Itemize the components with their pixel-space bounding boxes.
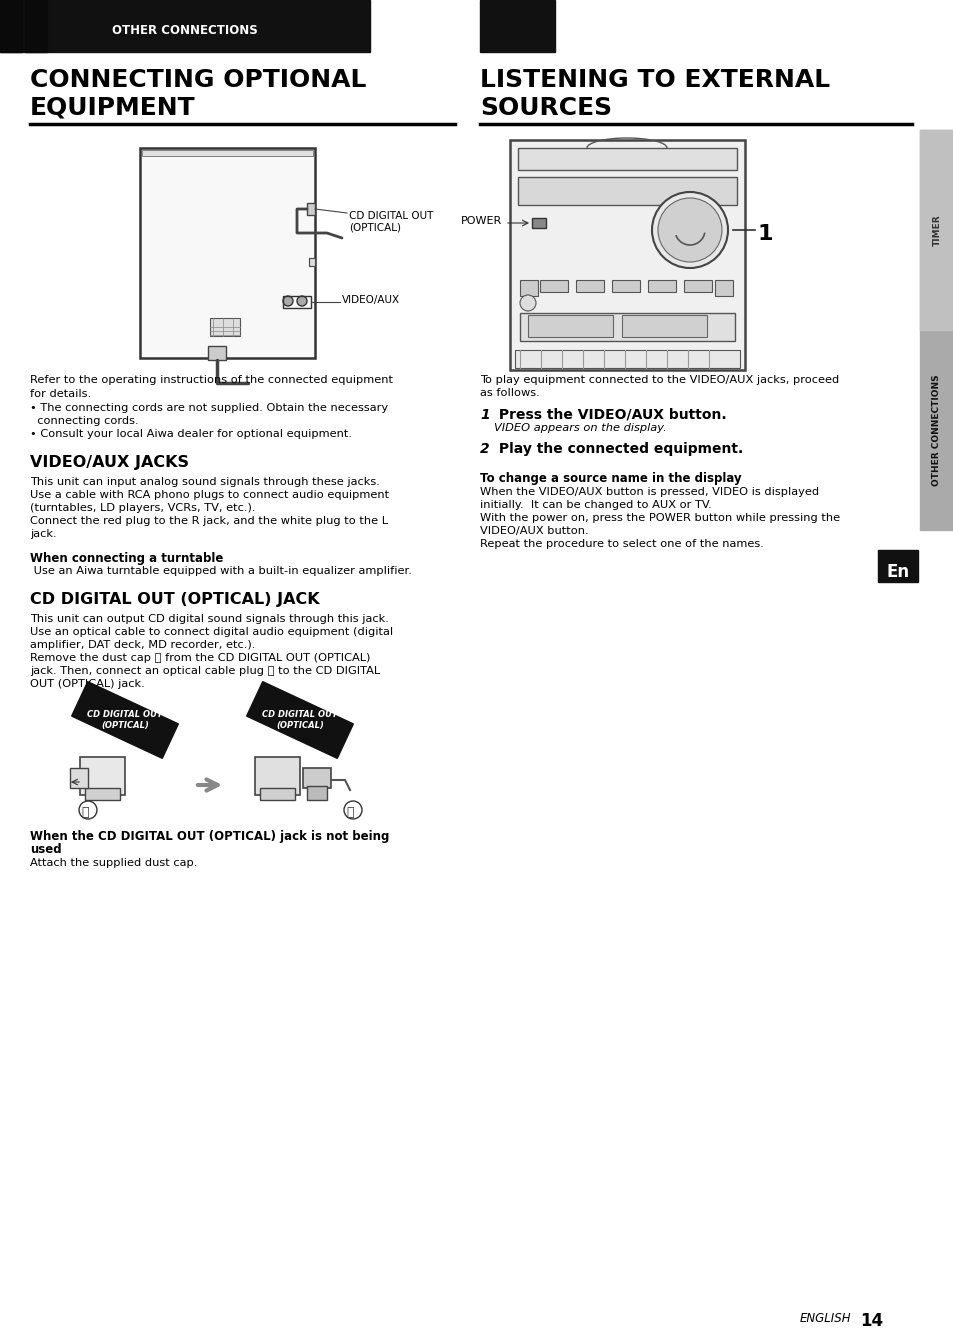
Circle shape — [283, 296, 293, 306]
Text: 1: 1 — [479, 408, 489, 422]
Text: SOURCES: SOURCES — [479, 96, 612, 120]
Bar — [140, 148, 314, 358]
Bar — [260, 789, 294, 801]
Text: CD DIGITAL OUT
(OPTICAL): CD DIGITAL OUT (OPTICAL) — [349, 210, 433, 233]
Bar — [303, 769, 331, 789]
Bar — [517, 148, 737, 170]
Bar — [515, 350, 740, 368]
Text: En: En — [885, 563, 908, 581]
Bar — [283, 296, 311, 308]
Bar — [142, 151, 313, 156]
Text: 1: 1 — [758, 224, 773, 244]
Bar — [519, 280, 537, 296]
Text: Repeat the procedure to select one of the names.: Repeat the procedure to select one of th… — [479, 539, 763, 549]
Text: Attach the supplied dust cap.: Attach the supplied dust cap. — [30, 858, 197, 868]
Text: amplifier, DAT deck, MD recorder, etc.).: amplifier, DAT deck, MD recorder, etc.). — [30, 639, 255, 650]
Bar — [0, 0, 22, 52]
Bar — [517, 177, 737, 205]
Circle shape — [519, 294, 536, 310]
Bar — [70, 769, 88, 789]
Text: used: used — [30, 843, 62, 856]
Text: connecting cords.: connecting cords. — [30, 416, 138, 426]
Bar — [919, 131, 953, 330]
Text: Use a cable with RCA phono plugs to connect audio equipment: Use a cable with RCA phono plugs to conn… — [30, 490, 389, 500]
Text: CD DIGITAL OUT (OPTICAL) JACK: CD DIGITAL OUT (OPTICAL) JACK — [30, 591, 319, 607]
Text: Connect the red plug to the R jack, and the white plug to the L: Connect the red plug to the R jack, and … — [30, 515, 388, 526]
Text: EQUIPMENT: EQUIPMENT — [30, 96, 195, 120]
Bar — [71, 682, 178, 758]
Bar — [683, 280, 711, 292]
Text: TIMER: TIMER — [931, 214, 941, 246]
Bar — [612, 280, 639, 292]
Text: When connecting a turntable: When connecting a turntable — [30, 551, 223, 565]
Bar — [714, 280, 732, 296]
Bar — [919, 131, 953, 530]
Text: 14: 14 — [859, 1312, 882, 1329]
Text: • Consult your local Aiwa dealer for optional equipment.: • Consult your local Aiwa dealer for opt… — [30, 429, 352, 440]
Bar — [510, 140, 744, 370]
Bar — [527, 314, 613, 337]
Bar — [519, 313, 734, 341]
Circle shape — [79, 801, 97, 819]
Text: jack. Then, connect an optical cable plug ⓑ to the CD DIGITAL: jack. Then, connect an optical cable plu… — [30, 666, 379, 677]
Text: ⓑ: ⓑ — [346, 806, 354, 818]
Text: jack.: jack. — [30, 529, 56, 539]
Text: 2: 2 — [479, 442, 489, 456]
Text: POWER: POWER — [460, 216, 501, 226]
Bar — [647, 280, 676, 292]
Text: To play equipment connected to the VIDEO/AUX jacks, proceed: To play equipment connected to the VIDEO… — [479, 376, 839, 385]
Text: CD DIGITAL OUT
(OPTICAL): CD DIGITAL OUT (OPTICAL) — [87, 710, 163, 730]
Bar — [85, 789, 120, 801]
Bar — [0, 0, 370, 52]
Bar — [539, 280, 567, 292]
Text: OTHER CONNECTIONS: OTHER CONNECTIONS — [931, 374, 941, 486]
Bar — [307, 786, 327, 801]
Circle shape — [651, 192, 727, 268]
Bar — [307, 202, 314, 214]
Text: VIDEO/AUX JACKS: VIDEO/AUX JACKS — [30, 456, 189, 470]
Text: With the power on, press the POWER button while pressing the: With the power on, press the POWER butto… — [479, 513, 840, 523]
Text: OTHER CONNECTIONS: OTHER CONNECTIONS — [112, 24, 257, 36]
Text: This unit can output CD digital sound signals through this jack.: This unit can output CD digital sound si… — [30, 614, 389, 623]
Text: LISTENING TO EXTERNAL: LISTENING TO EXTERNAL — [479, 68, 829, 92]
Text: Press the VIDEO/AUX button.: Press the VIDEO/AUX button. — [494, 408, 726, 422]
Text: ⓐ: ⓐ — [81, 806, 89, 818]
Bar — [25, 0, 47, 52]
Text: OUT (OPTICAL) jack.: OUT (OPTICAL) jack. — [30, 679, 145, 689]
Bar — [210, 318, 240, 336]
Text: This unit can input analog sound signals through these jacks.: This unit can input analog sound signals… — [30, 477, 379, 488]
Text: CONNECTING OPTIONAL: CONNECTING OPTIONAL — [30, 68, 366, 92]
Text: VIDEO appears on the display.: VIDEO appears on the display. — [494, 424, 666, 433]
Text: ENGLISH: ENGLISH — [800, 1312, 851, 1325]
Text: When the VIDEO/AUX button is pressed, VIDEO is displayed: When the VIDEO/AUX button is pressed, VI… — [479, 488, 819, 497]
Text: initially.  It can be changed to AUX or TV.: initially. It can be changed to AUX or T… — [479, 500, 711, 510]
Text: (turntables, LD players, VCRs, TV, etc.).: (turntables, LD players, VCRs, TV, etc.)… — [30, 503, 255, 513]
Text: Use an optical cable to connect digital audio equipment (digital: Use an optical cable to connect digital … — [30, 627, 393, 637]
Text: When the CD DIGITAL OUT (OPTICAL) jack is not being: When the CD DIGITAL OUT (OPTICAL) jack i… — [30, 830, 389, 843]
Bar — [576, 280, 603, 292]
Bar — [532, 218, 545, 228]
Circle shape — [658, 198, 721, 262]
Bar — [80, 757, 125, 795]
Bar — [208, 346, 226, 360]
Text: VIDEO/AUX: VIDEO/AUX — [341, 294, 399, 305]
Text: VIDEO/AUX button.: VIDEO/AUX button. — [479, 526, 588, 535]
Bar — [479, 0, 555, 52]
Text: CD DIGITAL OUT
(OPTICAL): CD DIGITAL OUT (OPTICAL) — [262, 710, 337, 730]
Bar — [877, 550, 917, 582]
Bar — [621, 314, 706, 337]
Text: • The connecting cords are not supplied. Obtain the necessary: • The connecting cords are not supplied.… — [30, 404, 388, 413]
Bar — [254, 757, 299, 795]
Text: Refer to the operating instructions of the connected equipment: Refer to the operating instructions of t… — [30, 376, 393, 385]
Bar — [247, 682, 353, 758]
Text: as follows.: as follows. — [479, 388, 539, 398]
Text: Remove the dust cap ⓐ from the CD DIGITAL OUT (OPTICAL): Remove the dust cap ⓐ from the CD DIGITA… — [30, 653, 370, 663]
Circle shape — [344, 801, 361, 819]
Text: Play the connected equipment.: Play the connected equipment. — [494, 442, 742, 456]
Circle shape — [296, 296, 307, 306]
Bar — [309, 258, 314, 266]
Text: Use an Aiwa turntable equipped with a built-in equalizer amplifier.: Use an Aiwa turntable equipped with a bu… — [30, 566, 412, 575]
Text: To change a source name in the display: To change a source name in the display — [479, 472, 740, 485]
Text: for details.: for details. — [30, 389, 91, 400]
